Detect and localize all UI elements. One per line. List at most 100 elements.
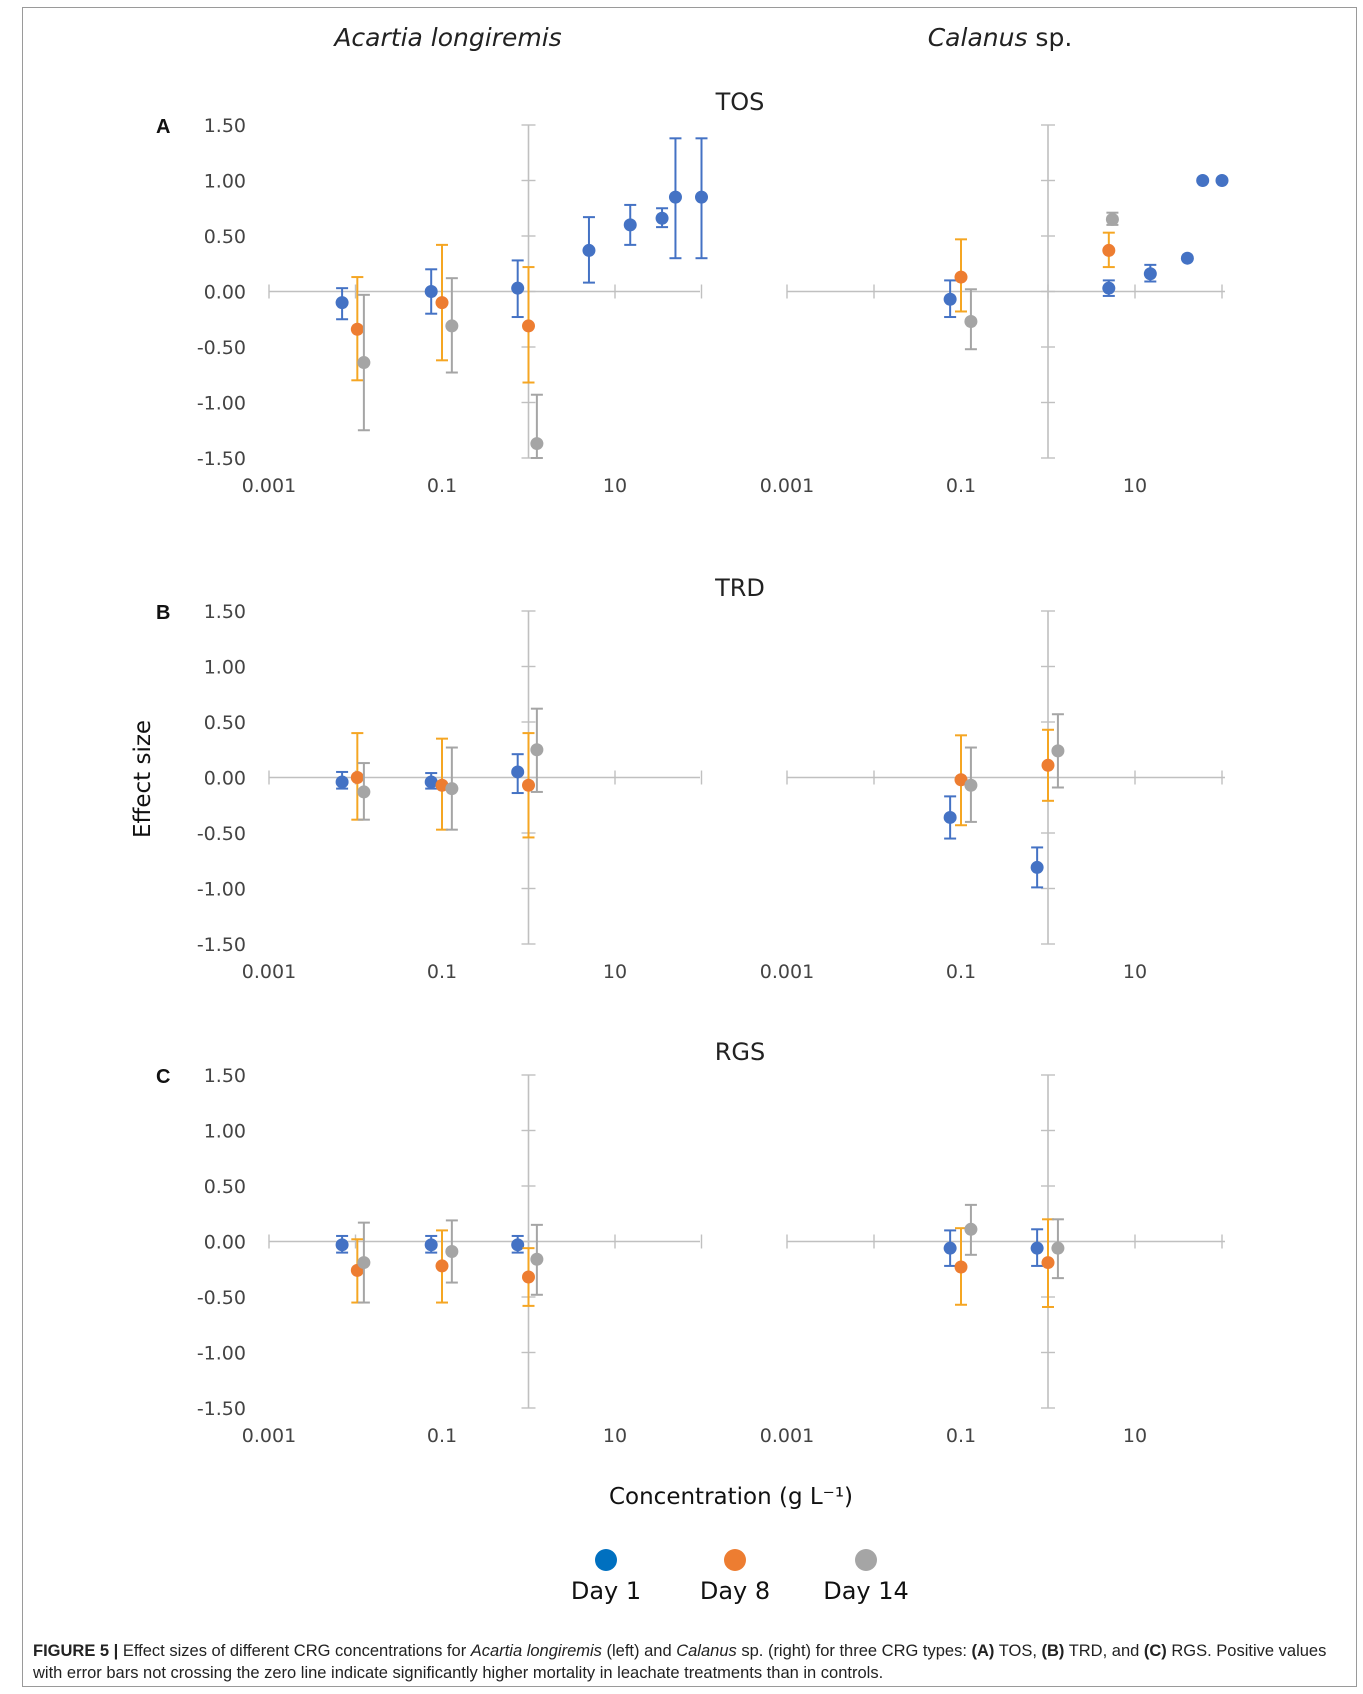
marker xyxy=(357,1256,371,1270)
marker xyxy=(335,1238,349,1252)
subplot-calanus: 0.001 0.1 10 xyxy=(760,610,1225,983)
data-point-day-1 xyxy=(1196,174,1210,187)
data-point-day-14 xyxy=(1105,211,1119,226)
data-point-day-1 xyxy=(943,1229,957,1267)
legend-item-day-1: Day 1 xyxy=(571,1549,641,1605)
caption-text-3: sp. (right) for three CRG types: xyxy=(736,1642,972,1660)
caption-label: FIGURE 5 | xyxy=(33,1642,119,1660)
data-point-day-1 xyxy=(1030,846,1044,889)
panel-label: A xyxy=(156,116,170,138)
data-point-day-8 xyxy=(350,276,364,382)
subplot-calanus: 0.001 0.1 10 xyxy=(760,1074,1225,1447)
panel-title: RGS xyxy=(715,1038,766,1066)
data-point-day-1 xyxy=(943,279,957,319)
x-tick-label: 0.001 xyxy=(760,475,814,497)
data-point-day-1 xyxy=(655,207,669,229)
marker xyxy=(1105,212,1119,226)
marker xyxy=(695,190,708,204)
y-tick-label: -1.00 xyxy=(197,393,246,415)
data-point-day-14 xyxy=(445,746,459,831)
marker xyxy=(530,743,544,757)
y-tick-label: -0.50 xyxy=(197,1287,246,1309)
legend-marker xyxy=(724,1549,746,1571)
marker xyxy=(1051,744,1065,758)
caption-panel-b: (B) xyxy=(1041,1642,1065,1660)
legend-item-day-14: Day 14 xyxy=(823,1549,909,1605)
data-point-day-1 xyxy=(335,287,349,321)
marker xyxy=(445,782,459,796)
x-tick-label: 0.1 xyxy=(946,1425,976,1447)
x-tick-label: 0.001 xyxy=(242,475,296,497)
data-point-day-1 xyxy=(1143,263,1157,283)
data-point-day-1 xyxy=(668,137,682,260)
y-tick-label: 0.00 xyxy=(204,282,246,304)
y-tick-label: 0.50 xyxy=(204,1176,246,1198)
y-tick-label: 0.50 xyxy=(204,712,246,734)
data-point-day-8 xyxy=(954,1227,968,1306)
marker xyxy=(1030,1241,1044,1255)
caption-text-2: (left) and xyxy=(601,1642,677,1660)
marker xyxy=(1180,251,1194,265)
y-tick-label: 1.50 xyxy=(204,601,246,623)
x-tick-label: 0.001 xyxy=(760,961,814,983)
data-point-day-14 xyxy=(357,762,371,821)
marker xyxy=(530,1252,544,1266)
marker xyxy=(445,319,459,333)
subplot-calanus: 0.001 0.1 10 xyxy=(760,124,1229,497)
caption-text-6: RGS. Positive values with error bars not… xyxy=(33,1642,1327,1682)
species-title-calanus-genus: Calanus xyxy=(928,23,1036,52)
x-tick-label: 0.1 xyxy=(427,1425,457,1447)
y-tick-label: -0.50 xyxy=(197,823,246,845)
marker xyxy=(335,296,349,310)
data-point-day-1 xyxy=(1030,1228,1044,1267)
marker xyxy=(964,314,978,328)
data-point-day-1 xyxy=(335,1234,349,1254)
legend-label: Day 8 xyxy=(700,1577,770,1605)
figure-frame xyxy=(22,7,1357,1687)
data-point-day-1 xyxy=(335,770,349,790)
data-point-day-14 xyxy=(530,1223,544,1296)
x-tick-label: 0.001 xyxy=(242,961,296,983)
y-tick-label: 0.00 xyxy=(204,1232,246,1254)
marker xyxy=(1215,174,1229,187)
data-point-day-14 xyxy=(445,1219,459,1284)
legend: Day 1 Day 8 Day 14 xyxy=(571,1549,909,1605)
data-point-day-14 xyxy=(964,1203,978,1256)
caption-panel-c: (C) xyxy=(1143,1642,1167,1660)
data-point-day-1 xyxy=(424,268,438,315)
species-title-calanus-suffix: sp. xyxy=(1035,23,1072,52)
x-tick-label: 10 xyxy=(603,961,627,983)
caption-panel-a: (A) xyxy=(971,1642,995,1660)
panel-label: B xyxy=(156,602,170,624)
effect-size-chart: Acartia longiremis Calanus sp. TOS A 1.50 1… xyxy=(130,23,1229,1605)
data-point-day-8 xyxy=(1041,1218,1055,1308)
marker xyxy=(1030,860,1044,874)
marker xyxy=(435,778,449,792)
y-tick-label: 0.50 xyxy=(204,226,246,248)
species-title-acartia: Acartia longiremis xyxy=(332,23,561,52)
marker xyxy=(1051,1241,1065,1255)
marker xyxy=(511,1238,525,1252)
y-tick-label: -1.50 xyxy=(197,1398,246,1420)
data-point-day-1 xyxy=(511,1234,525,1254)
data-point-day-14 xyxy=(964,746,978,823)
marker xyxy=(511,281,525,295)
data-point-day-8 xyxy=(522,1247,535,1307)
marker xyxy=(424,285,438,298)
marker xyxy=(357,356,371,370)
caption-species-1: Acartia longiremis xyxy=(470,1642,602,1660)
data-point-day-8 xyxy=(1102,231,1116,269)
y-tick-label: 1.50 xyxy=(204,1065,246,1087)
marker xyxy=(530,437,544,451)
caption-text-5: TRD, and xyxy=(1064,1642,1144,1660)
figure-caption: FIGURE 5 | Effect sizes of different CRG… xyxy=(33,1640,1343,1684)
marker xyxy=(522,319,535,333)
marker xyxy=(435,296,449,310)
data-point-day-8 xyxy=(435,737,449,831)
caption-text-1: Effect sizes of different CRG concentrat… xyxy=(118,1642,471,1660)
data-point-day-1 xyxy=(511,259,525,319)
x-axis-title: Concentration (g L⁻¹) xyxy=(609,1484,853,1510)
